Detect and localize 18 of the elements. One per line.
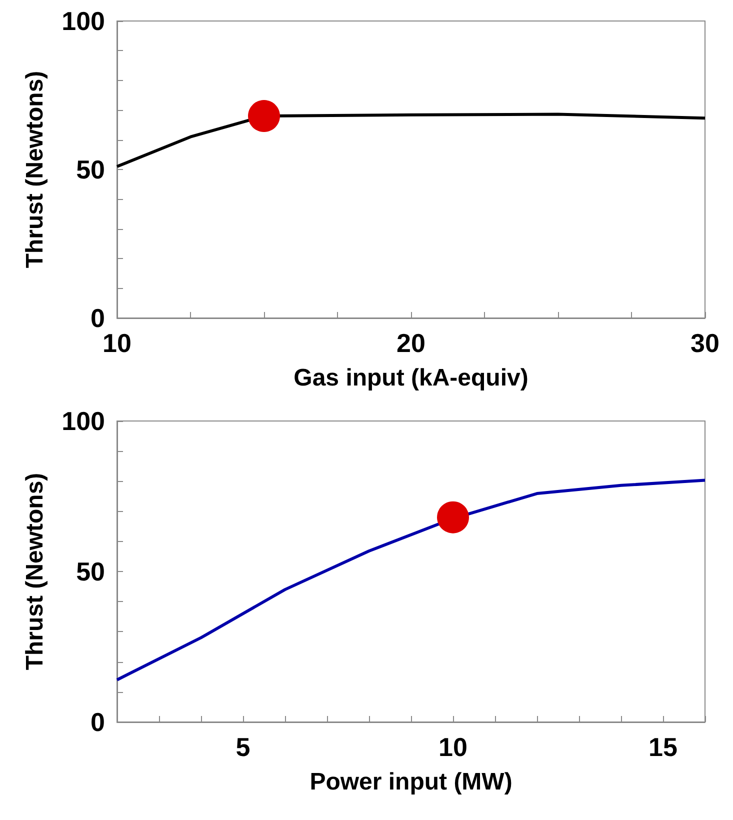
x-tick-label: 5 [236, 732, 250, 762]
line-series [116, 478, 706, 682]
x-tick-label: 10 [438, 732, 468, 762]
y-tick-label: 0 [90, 303, 105, 333]
x-tick-label: 30 [690, 328, 720, 358]
y-tick-label: 50 [76, 154, 105, 184]
x-axis-title: Gas input (kA-equiv) [294, 364, 528, 392]
x-tick-label: 10 [102, 328, 132, 358]
x-tick-label: 20 [396, 328, 426, 358]
y-tick-label: 50 [76, 556, 105, 586]
y-tick-label: 100 [62, 6, 105, 36]
x-axis-title: Power input (MW) [310, 768, 512, 796]
x-tick-label: 15 [648, 732, 678, 762]
y-tick-label: 0 [90, 707, 105, 737]
y-axis-title: Thrust (Newtons) [22, 70, 48, 268]
y-tick-label: 100 [62, 406, 105, 436]
y-axis-title: Thrust (Newtons) [22, 472, 48, 670]
line-series [116, 112, 706, 168]
